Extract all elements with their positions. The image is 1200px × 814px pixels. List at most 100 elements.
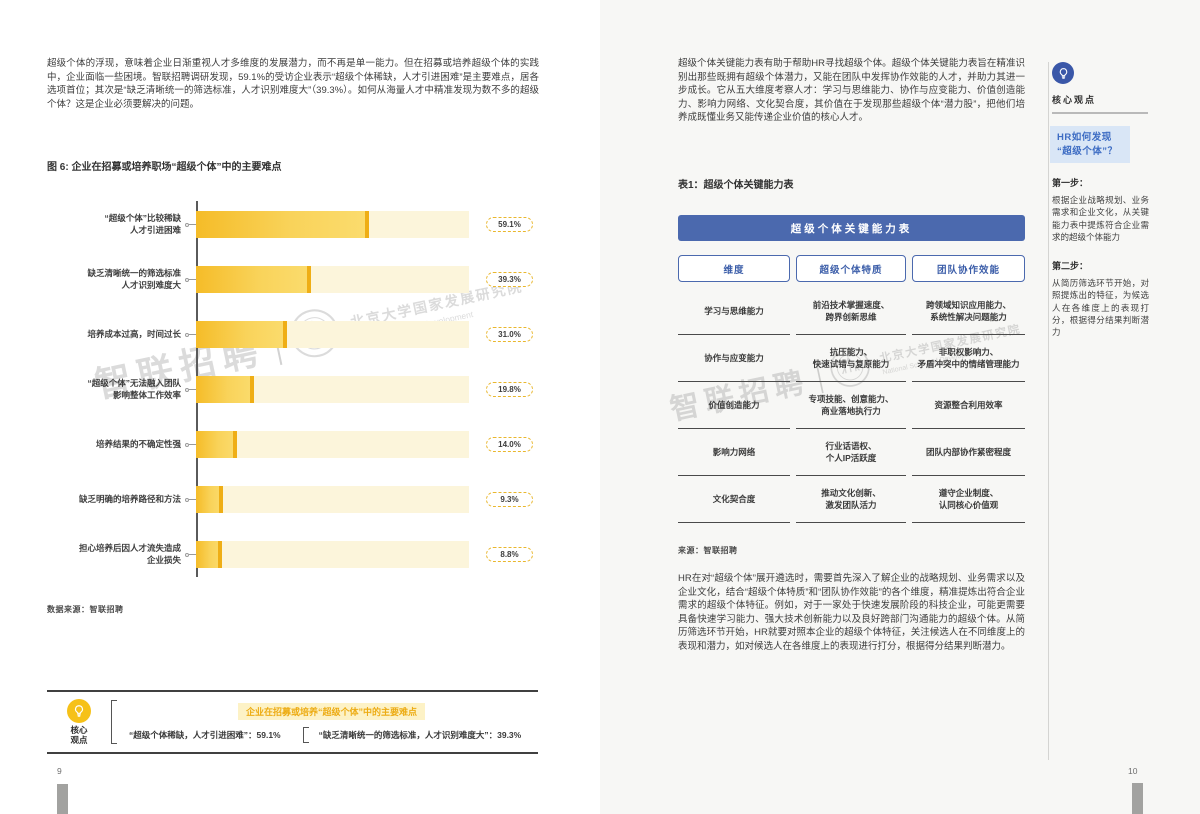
- bar-category-label: 担心培养后因人才流失造成 企业损失: [78, 543, 181, 565]
- table-cell: 资源整合利用效率: [912, 382, 1025, 429]
- table-cell: 前沿技术掌握速度、 跨界创新思维: [796, 288, 906, 335]
- step-text: 从简历筛选环节开始，对照提炼出的特征，为候选人在各维度上的表现打分，根据得分结果…: [1052, 278, 1149, 338]
- table-cell: 学习与思维能力: [678, 288, 790, 335]
- page-edge-bar: [1132, 783, 1143, 814]
- leader-line: [181, 332, 196, 337]
- bar-tip: [233, 431, 237, 458]
- bar-row: “超级个体”无法融入团队 影响整体工作效率 19.8%: [47, 362, 539, 417]
- key-point-item: “超级个体稀缺，人才引进困难”：59.1%: [129, 729, 281, 740]
- bar-fill: [196, 321, 287, 348]
- table-header-traits: 超级个体特质: [796, 255, 906, 282]
- bar-category-label: 缺乏明确的培养路径和方法: [78, 493, 181, 504]
- bar-track: [196, 431, 469, 458]
- value-badge: 31.0%: [486, 327, 533, 342]
- lightbulb-icon: [67, 699, 91, 723]
- leader-line: [181, 222, 196, 227]
- leader-line: [181, 552, 196, 557]
- sidebar-steps: 第一步： 根据企业战略规划、业务需求和企业文化，从关键能力表中提炼符合企业需求的超…: [1052, 176, 1149, 339]
- intro-paragraph: 超级个体关键能力表有助于帮助HR寻找超级个体。超级个体关键能力表旨在精准识别出那…: [678, 58, 1025, 124]
- table-cell: 影响力网络: [678, 429, 790, 476]
- table-source: 来源：智联招聘: [678, 546, 738, 555]
- bar-track: [196, 266, 469, 293]
- bar-track: [196, 486, 469, 513]
- table-banner: 超级个体关键能力表: [678, 215, 1025, 241]
- bar-fill: [196, 211, 369, 238]
- bar-row: 担心培养后因人才流失造成 企业损失 8.8%: [47, 527, 539, 582]
- step-label: 第二步：: [1052, 261, 1089, 272]
- step-label: 第一步：: [1052, 178, 1089, 188]
- page-number: 10: [1128, 766, 1138, 776]
- bar-chart-rows: “超级个体”比较稀缺 人才引进困难 59.1% 缺乏清晰统一的筛选标准 人才识别难度…: [47, 197, 539, 582]
- intro-paragraph: 超级个体的浮现，意味着企业日渐重视人才多维度的发展潜力，而不再是单一能力。但在招…: [47, 58, 539, 110]
- sidebar-lightbulb-icon: [1052, 62, 1074, 84]
- bar-row: 培养结果的不确定性强 14.0%: [47, 417, 539, 472]
- bar-tip: [250, 376, 254, 403]
- figure-title: 图 6: 企业在招募或培养职场“超级个体”中的主要难点: [47, 162, 282, 173]
- bar-track: [196, 211, 469, 238]
- leader-line: [181, 387, 196, 392]
- table-cell: 协作与应变能力: [678, 335, 790, 382]
- bar-fill: [196, 376, 254, 403]
- table-cell: 遵守企业制度、 认同核心价值观: [912, 476, 1025, 523]
- bar-row: 缺乏清晰统一的筛选标准 人才识别难度大 39.3%: [47, 252, 539, 307]
- table-cell: 价值创造能力: [678, 382, 790, 429]
- value-badge: 19.8%: [486, 382, 533, 397]
- body-paragraph: HR在对“超级个体”展开遴选时，需要首先深入了解企业的战略规划、业务需求以及企业…: [678, 573, 1025, 652]
- bar-category-label: 培养结果的不确定性强: [95, 438, 181, 449]
- table-cell: 行业话语权、 个人IP活跃度: [796, 429, 906, 476]
- table-cell: 抗压能力、 快速试错与复原能力: [796, 335, 906, 382]
- page-number: 9: [57, 766, 62, 776]
- key-point-item: “缺乏清晰统一的筛选标准，人才识别难度大”：39.3%: [318, 729, 522, 740]
- page-right: 超级个体关键能力表有助于帮助HR寻找超级个体。超级个体关键能力表旨在精准识别出那…: [600, 0, 1200, 814]
- sidebar-title: 核心观点: [1052, 95, 1097, 105]
- bar-row: 培养成本过高，时间过长 31.0%: [47, 307, 539, 362]
- competency-grid: 学习与思维能力 前沿技术掌握速度、 跨界创新思维 跨领域知识应用能力、 系统性解决问…: [678, 288, 1025, 523]
- leader-line: [181, 442, 196, 447]
- bar-chart: “超级个体”比较稀缺 人才引进困难 59.1% 缺乏清晰统一的筛选标准 人才识别难度…: [47, 197, 539, 582]
- bar-tip: [218, 541, 222, 568]
- chart-source: 数据来源：智联招聘: [47, 605, 124, 614]
- bar-category-label: 培养成本过高，时间过长: [87, 328, 181, 339]
- bar-tip: [365, 211, 369, 238]
- key-point-box: 核心 观点 企业在招募或培养“超级个体”中的主要难点 “超级个体稀缺，人才引进困…: [47, 690, 538, 754]
- leader-line: [181, 277, 196, 282]
- bar-fill: [196, 266, 311, 293]
- value-badge: 9.3%: [486, 492, 533, 507]
- table-cell: 非职权影响力、 矛盾冲突中的情绪管理能力: [912, 335, 1025, 382]
- sidebar-divider: [1048, 62, 1049, 760]
- bar-fill: [196, 541, 222, 568]
- page-left: 超级个体的浮现，意味着企业日渐重视人才多维度的发展潜力，而不再是单一能力。但在招…: [47, 58, 539, 814]
- bracket-decoration: [302, 726, 309, 743]
- bar-track: [196, 376, 469, 403]
- bracket-decoration: [111, 700, 117, 744]
- table-cell: 团队内部协作紧密程度: [912, 429, 1025, 476]
- table-header-teamwork: 团队协作效能: [912, 255, 1025, 282]
- table-cell: 专项技能、创意能力、 商业落地执行力: [796, 382, 906, 429]
- value-badge: 59.1%: [486, 217, 533, 232]
- bar-row: 缺乏明确的培养路径和方法 9.3%: [47, 472, 539, 527]
- table-caption: 表1：超级个体关键能力表: [678, 180, 794, 191]
- key-point-label: 核心 观点: [70, 725, 88, 745]
- step-text: 根据企业战略规划、业务需求和企业文化，从关键能力表中提炼符合企业需求的超级个体能…: [1052, 195, 1149, 242]
- bar-category-label: “超级个体”无法融入团队 影响整体工作效率: [87, 378, 181, 400]
- table-cell: 文化契合度: [678, 476, 790, 523]
- bar-tip: [219, 486, 223, 513]
- key-point-title: 企业在招募或培养“超级个体”中的主要难点: [237, 702, 425, 720]
- bar-track: [196, 321, 469, 348]
- bar-track: [196, 541, 469, 568]
- value-badge: 39.3%: [486, 272, 533, 287]
- leader-line: [181, 497, 196, 502]
- bar-tip: [283, 321, 287, 348]
- table-cell: 跨领域知识应用能力、 系统性解决问题能力: [912, 288, 1025, 335]
- bar-category-label: 缺乏清晰统一的筛选标准 人才识别难度大: [87, 268, 181, 290]
- bar-category-label: “超级个体”比较稀缺 人才引进困难: [104, 213, 181, 235]
- bar-fill: [196, 486, 223, 513]
- bar-row: “超级个体”比较稀缺 人才引进困难 59.1%: [47, 197, 539, 252]
- key-point-icon-column: 核心 观点: [47, 699, 111, 745]
- value-badge: 14.0%: [486, 437, 533, 452]
- table-header-dimension: 维度: [678, 255, 790, 282]
- bar-tip: [307, 266, 311, 293]
- bar-fill: [196, 431, 237, 458]
- value-badge: 8.8%: [486, 547, 533, 562]
